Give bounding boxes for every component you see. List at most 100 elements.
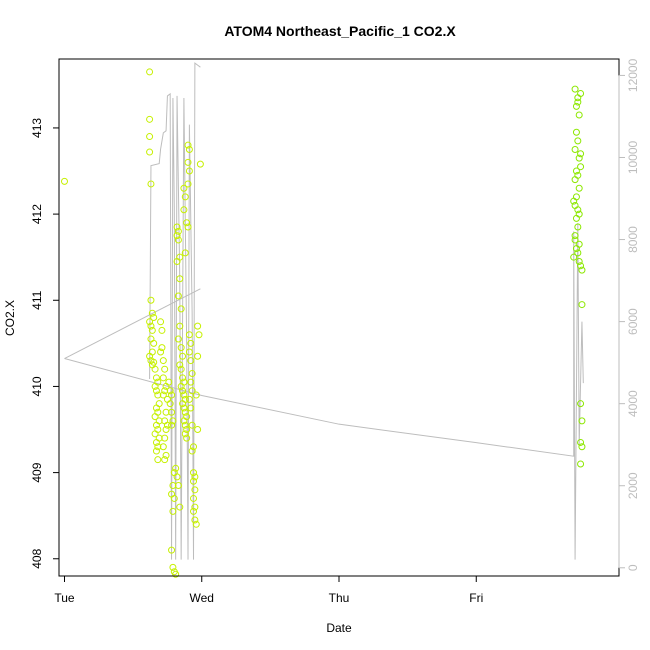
secondary-y-axis: 0 2000 4000 6000 8000 10000 12000	[618, 58, 640, 571]
data-point	[187, 404, 195, 412]
data-point	[187, 339, 195, 347]
data-point	[185, 331, 193, 339]
data-point	[168, 421, 176, 429]
data-point	[191, 486, 199, 494]
data-point	[184, 223, 192, 231]
data-point	[161, 387, 169, 395]
line-series-layer	[64, 62, 584, 560]
data-point	[177, 382, 185, 390]
data-point	[174, 292, 182, 300]
data-point	[174, 236, 182, 244]
data-point	[151, 365, 159, 373]
data-point	[577, 89, 585, 97]
data-point	[575, 154, 583, 162]
data-point	[169, 507, 177, 515]
data-point	[146, 318, 154, 326]
data-point	[570, 253, 578, 261]
data-point	[176, 322, 184, 330]
data-point	[151, 413, 159, 421]
data-point	[181, 421, 189, 429]
data-point	[147, 322, 155, 330]
data-point	[154, 456, 162, 464]
data-point	[150, 339, 158, 347]
data-point	[163, 421, 171, 429]
data-point	[577, 400, 585, 408]
data-point	[168, 391, 176, 399]
y-tick-label: 409	[30, 462, 44, 482]
data-point	[176, 361, 184, 369]
data-point	[154, 391, 162, 399]
y2-tick-label: 10000	[626, 140, 640, 174]
data-point	[146, 68, 154, 76]
data-point	[196, 160, 204, 168]
data-point	[166, 400, 174, 408]
data-point	[187, 378, 195, 386]
data-point	[148, 309, 156, 317]
data-point	[154, 443, 162, 451]
y2-tick-label: 2000	[626, 472, 640, 499]
data-point	[577, 438, 585, 446]
data-point	[174, 335, 182, 343]
data-point	[173, 223, 181, 231]
data-point	[183, 434, 191, 442]
data-point	[168, 546, 176, 554]
chart-title: ATOM4 Northeast_Pacific_1 CO2.X	[224, 23, 456, 39]
data-point	[184, 180, 192, 188]
data-point	[159, 357, 167, 365]
data-point	[575, 111, 583, 119]
data-point	[185, 395, 193, 403]
data-point	[173, 473, 181, 481]
data-point	[190, 443, 198, 451]
data-point	[574, 98, 582, 106]
data-point	[572, 167, 580, 175]
data-point	[192, 520, 200, 528]
data-point	[177, 344, 185, 352]
data-point	[157, 318, 165, 326]
data-point	[571, 85, 579, 93]
data-point	[194, 426, 202, 434]
data-point	[158, 344, 166, 352]
data-point	[190, 469, 198, 477]
data-point	[177, 305, 185, 313]
data-point	[184, 158, 192, 166]
data-point	[152, 374, 160, 382]
data-point	[179, 387, 187, 395]
data-point	[575, 257, 583, 265]
y-axis-label: CO2.X	[3, 300, 17, 336]
data-point	[162, 426, 170, 434]
data-point	[172, 464, 180, 472]
data-point	[180, 184, 188, 192]
data-point	[571, 176, 579, 184]
data-point	[570, 197, 578, 205]
data-point	[575, 184, 583, 192]
data-point	[60, 177, 68, 185]
data-point	[572, 214, 580, 222]
data-point	[151, 382, 159, 390]
data-point	[184, 141, 192, 149]
y-tick-label: 411	[30, 290, 44, 309]
data-point	[191, 503, 199, 511]
data-point	[188, 387, 196, 395]
data-point	[161, 365, 169, 373]
data-point	[152, 421, 160, 429]
data-point	[168, 408, 176, 416]
data-point	[181, 249, 189, 257]
data-point	[177, 365, 185, 373]
data-point	[150, 314, 158, 321]
data-point	[195, 331, 203, 339]
data-point	[577, 460, 585, 468]
data-point	[152, 447, 160, 455]
data-point	[155, 400, 163, 408]
data-point	[571, 236, 579, 244]
data-point	[571, 145, 579, 153]
data-point	[151, 430, 159, 438]
data-point	[188, 421, 196, 429]
data-point	[179, 400, 187, 408]
x-tick-label: Tue	[54, 591, 75, 605]
data-point	[179, 374, 187, 382]
data-point	[173, 232, 181, 240]
data-point	[172, 570, 180, 578]
data-point	[162, 451, 170, 459]
data-point	[185, 167, 193, 175]
data-point	[578, 266, 586, 274]
